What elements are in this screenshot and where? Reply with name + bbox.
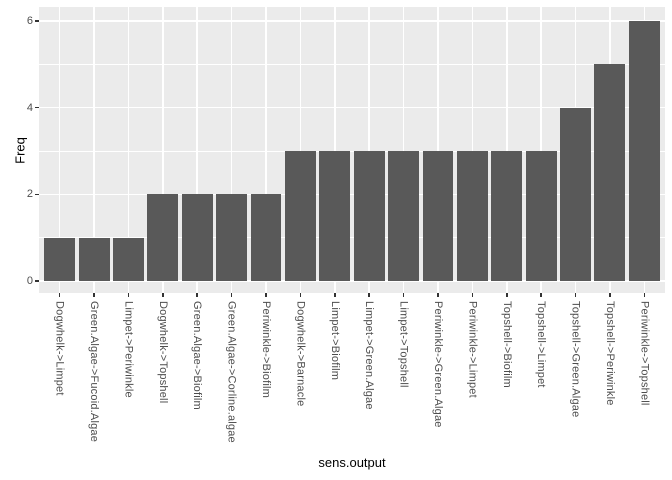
gridline-minor-y	[39, 150, 665, 152]
bar	[319, 151, 351, 281]
x-tick-label: Green.Algae->Fucoid.Algae	[88, 301, 101, 443]
y-tick-mark	[35, 193, 39, 196]
x-tick-mark	[58, 293, 61, 297]
gridline-major-x	[506, 7, 508, 293]
x-tick-mark	[368, 293, 370, 297]
gridline-major-x	[230, 7, 233, 293]
x-tick-label: Dogwhelk->Topshell	[156, 301, 169, 404]
bar	[422, 151, 454, 281]
bar	[250, 194, 282, 281]
gridline-major-y	[39, 20, 665, 22]
bar	[44, 237, 76, 281]
x-tick-label: Topshell->Biofilm	[500, 301, 513, 388]
bar	[525, 151, 557, 281]
x-tick-label: Periwinkle->Limpet	[466, 301, 479, 398]
bar	[284, 151, 316, 281]
gridline-major-y	[39, 193, 665, 196]
bar	[112, 237, 144, 281]
x-tick-label: Dogwhelk->Limpet	[53, 301, 66, 396]
x-tick-label: Periwinkle->Biofilm	[260, 301, 272, 399]
x-tick-mark	[196, 293, 198, 297]
x-tick-mark	[643, 293, 646, 297]
gridline-major-x	[299, 7, 302, 293]
x-tick-mark	[506, 293, 508, 297]
gridline-major-x	[437, 7, 439, 293]
y-tick-label: 4	[26, 101, 33, 114]
x-tick-mark	[471, 293, 474, 297]
x-tick-mark	[540, 293, 542, 297]
gridline-major-y	[39, 106, 665, 109]
x-tick-label: Periwinkle->Green.Algae	[431, 301, 444, 428]
gridline-major-x	[402, 7, 405, 293]
x-tick-label: Topshell->Limpet	[535, 301, 548, 388]
x-tick-label: Limpet->Green.Algae	[363, 301, 376, 410]
chart-panel	[39, 7, 665, 293]
x-tick-label: Green.Algae->Corline.algae	[225, 301, 238, 443]
y-tick-mark	[35, 106, 39, 109]
y-tick-label: 6	[26, 15, 33, 27]
gridline-major-x	[540, 7, 542, 293]
x-tick-mark	[299, 293, 302, 297]
gridline-major-x	[93, 7, 95, 293]
x-tick-label: Topshell->Green.Algae	[569, 301, 582, 418]
x-tick-mark	[574, 293, 577, 297]
x-tick-mark	[334, 293, 336, 297]
x-tick-label: Topshell->Periwinkle	[603, 301, 616, 406]
bar	[388, 151, 420, 281]
x-tick-label: Limpet->Biofilm	[328, 301, 341, 381]
y-tick-label: 0	[26, 275, 33, 287]
bar	[594, 64, 626, 281]
bar	[78, 237, 110, 281]
gridline-major-x	[58, 7, 61, 293]
bar	[456, 151, 488, 281]
gridline-major-x	[471, 7, 474, 293]
x-tick-mark	[265, 293, 267, 297]
x-tick-label: Limpet->Periwinkle	[122, 301, 135, 398]
x-tick-mark	[437, 293, 439, 297]
bar	[491, 151, 523, 281]
gridline-major-x	[368, 7, 370, 293]
x-axis-title: sens.output	[318, 455, 386, 470]
gridline-minor-y	[39, 63, 665, 65]
x-tick-mark	[127, 293, 130, 297]
gridline-major-x	[196, 7, 198, 293]
x-tick-mark	[609, 293, 611, 297]
bar	[216, 194, 248, 281]
x-tick-label: Limpet->Topshell	[397, 301, 410, 388]
x-tick-mark	[93, 293, 95, 297]
y-tick-mark	[35, 280, 39, 282]
gridline-major-x	[265, 7, 267, 293]
gridline-minor-y	[39, 237, 665, 239]
x-tick-mark	[162, 293, 164, 297]
gridline-major-y	[39, 280, 665, 282]
x-tick-label: Periwinkle->Topshell	[638, 301, 651, 406]
x-tick-label: Green.Algae->Biofilm	[191, 301, 204, 410]
bar	[147, 194, 179, 281]
y-tick-label: 2	[26, 188, 33, 201]
bar	[181, 194, 213, 281]
x-tick-label: Dogwhelk->Barnacle	[294, 301, 307, 407]
bar	[560, 107, 592, 281]
bar	[353, 151, 385, 281]
bar	[628, 21, 660, 281]
y-axis-title: Freq	[12, 137, 28, 164]
y-tick-mark	[35, 20, 39, 22]
gridline-major-x	[162, 7, 164, 293]
x-tick-mark	[402, 293, 405, 297]
gridline-major-x	[127, 7, 130, 293]
gridline-major-x	[334, 7, 336, 293]
x-tick-mark	[230, 293, 233, 297]
